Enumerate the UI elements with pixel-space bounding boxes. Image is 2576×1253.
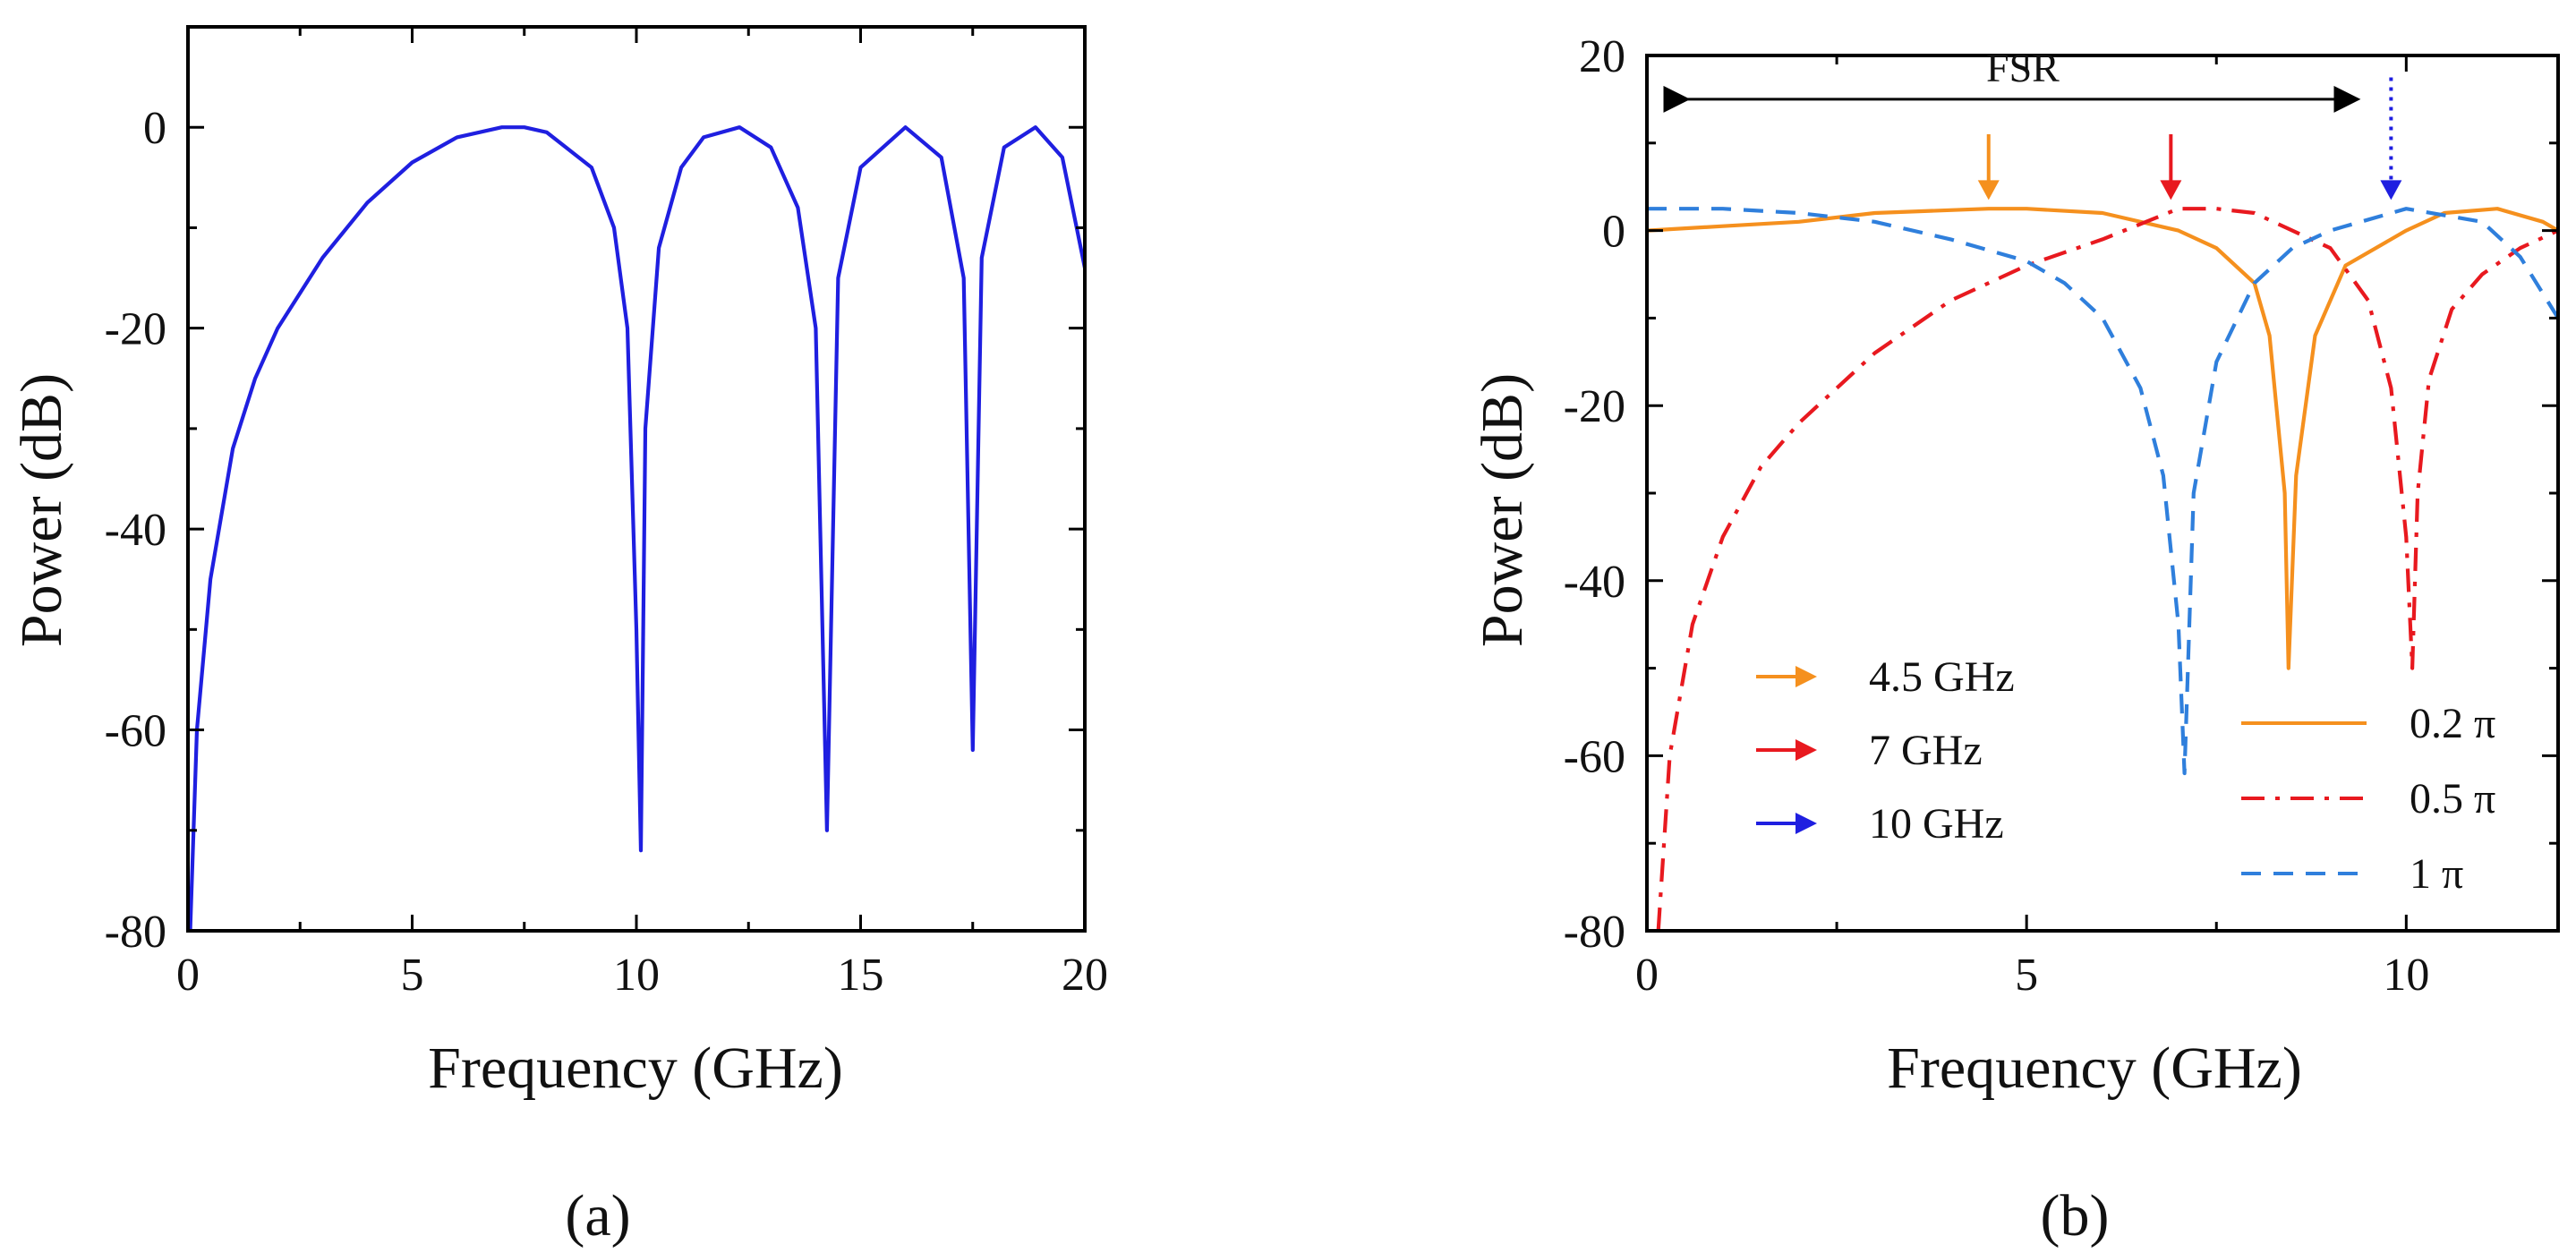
panel-b: 0 5 10 -80 -60 -40 -20 0 20 FSR 4.5 GHz 7 GHz 10 G… [1470,31,2560,1249]
a-x-tick-label: 15 [838,950,884,1001]
b-x-tick-label: 10 [2383,950,2429,1001]
legend-arrow-head [1796,739,1817,761]
a-x-tick-label: 0 [176,950,200,1001]
legend-arrow-head [1796,666,1817,687]
b-series-line-0 [1647,207,2558,670]
peak-arrow-head [1977,180,2000,200]
b-axes: 0 5 10 -80 -60 -40 -20 0 20 [1564,31,2560,1001]
fsr-label: FSR [1986,45,2060,90]
b-series-line-2 [1647,207,2558,776]
panel-a: 0 5 10 15 20 -80 -60 -40 -20 0 Frequency (GHz) Po… [9,25,1108,1249]
a-series-line-0 [188,125,1085,931]
b-curves [1647,207,2558,931]
peak-arrow-head [2160,180,2182,200]
a-y-tick-label: -60 [105,706,166,757]
b-x-tick-label: 5 [2015,950,2038,1001]
a-y-tick-label: 0 [143,103,166,154]
a-x-tick-label: 20 [1062,950,1108,1001]
b-legend: 4.5 GHz 7 GHz 10 GHz 0.2 π 0.5 π 1 π [1756,653,2495,898]
b-y-tick-label: -60 [1564,731,1625,782]
a-axes: 0 5 10 15 20 -80 -60 -40 -20 0 [105,25,1108,1001]
b-series-line-1 [1656,207,2558,931]
b-y-tick-label: -20 [1564,381,1625,432]
b-y-tick-label: 0 [1602,207,1625,258]
b-x-axis-title: Frequency (GHz) [1887,1036,2302,1101]
a-panel-label: (a) [565,1183,630,1249]
b-annotations: FSR [1663,45,2402,200]
b-panel-label: (b) [2041,1183,2110,1249]
b-y-tick-label: -40 [1564,557,1625,608]
a-y-axis-title: Power (dB) [9,373,74,647]
legend-arrow-label: 10 GHz [1869,800,2004,848]
legend-line-label: 0.2 π [2410,700,2495,747]
legend-arrow-label: 7 GHz [1869,727,1983,774]
legend-arrow-label: 4.5 GHz [1869,653,2015,701]
a-x-axis-title: Frequency (GHz) [428,1036,843,1101]
a-x-tick-label: 10 [613,950,660,1001]
b-y-tick-label: -80 [1564,907,1625,958]
peak-arrow-head [2380,180,2402,200]
b-y-axis-title: Power (dB) [1470,373,1535,647]
a-y-tick-label: -40 [105,505,166,556]
legend-arrow-head [1796,813,1817,834]
a-y-tick-label: -80 [105,907,166,958]
legend-line-label: 0.5 π [2410,775,2495,823]
a-x-tick-label: 5 [401,950,424,1001]
b-y-tick-label: 20 [1579,31,1625,82]
a-curves [188,125,1085,931]
legend-line-label: 1 π [2410,850,2463,898]
a-y-tick-label: -20 [105,304,166,355]
a-plot-frame [186,25,1087,933]
b-x-tick-label: 0 [1635,950,1659,1001]
